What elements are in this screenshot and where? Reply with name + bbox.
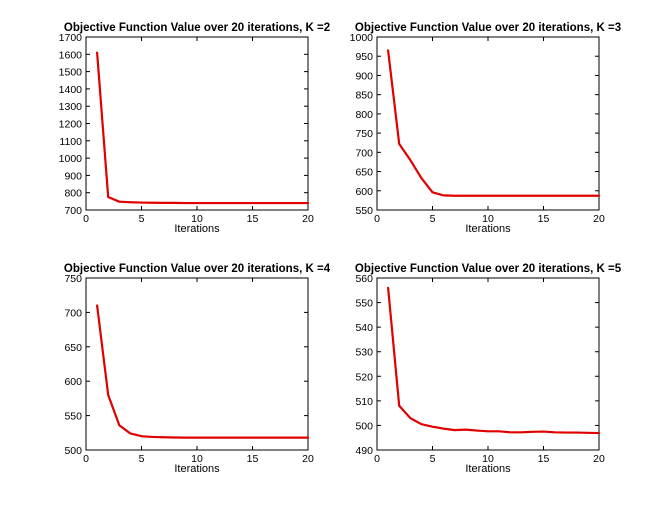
- series-line-1: [95, 51, 310, 205]
- plot-frame: [376, 277, 600, 451]
- y-tick-label: 1600: [59, 49, 83, 61]
- y-tick-label: 700: [64, 307, 82, 319]
- subplot-4: Objective Function Value over 20 iterati…: [355, 263, 622, 475]
- y-tick-label: 540: [355, 322, 373, 334]
- y-tick-label: 650: [64, 342, 82, 354]
- x-tick-label: 0: [83, 453, 89, 465]
- x-tick-label: 5: [139, 453, 145, 465]
- y-tick-label: 800: [355, 109, 373, 121]
- y-tick-label: 1200: [59, 119, 83, 131]
- y-tick-label: 600: [64, 376, 82, 388]
- x-axis-label: Iterations: [465, 463, 511, 475]
- y-tick-label: 1000: [350, 32, 374, 44]
- x-tick-label: 20: [593, 453, 605, 465]
- y-tick-label: 500: [64, 445, 82, 457]
- y-tick-label: 650: [355, 167, 373, 179]
- y-tick-label: 550: [355, 298, 373, 310]
- y-tick-label: 560: [355, 273, 373, 285]
- chart-title: Objective Function Value over 20 iterati…: [355, 263, 622, 275]
- y-tick-label: 600: [355, 186, 373, 198]
- x-tick-label: 5: [430, 453, 436, 465]
- y-tick-label: 850: [355, 90, 373, 102]
- plot-frame: [376, 36, 600, 211]
- y-tick-label: 900: [355, 70, 373, 82]
- y-tick-label: 550: [355, 205, 373, 217]
- x-tick-label: 10: [191, 213, 203, 225]
- y-tick-label: 950: [355, 51, 373, 63]
- subplot-3: Objective Function Value over 20 iterati…: [64, 263, 331, 475]
- series-line-1: [95, 304, 310, 439]
- x-tick-label: 10: [191, 453, 203, 465]
- y-tick-label: 700: [355, 147, 373, 159]
- x-tick-label: 20: [302, 213, 314, 225]
- series-line-1: [387, 286, 601, 435]
- chart-title: Objective Function Value over 20 iterati…: [355, 22, 621, 34]
- x-axis-label: Iterations: [174, 463, 220, 475]
- y-tick-label: 1400: [59, 84, 83, 96]
- subplot-1: Objective Function Value over 20 iterati…: [59, 22, 330, 235]
- y-tick-label: 900: [64, 170, 82, 182]
- x-tick-label: 5: [430, 213, 436, 225]
- y-tick-label: 1100: [59, 136, 82, 148]
- y-tick-label: 700: [64, 205, 82, 217]
- x-axis-label: Iterations: [174, 223, 220, 235]
- y-tick-label: 550: [64, 411, 82, 423]
- plot-frame: [85, 36, 309, 211]
- x-tick-label: 10: [482, 213, 494, 225]
- x-tick-label: 15: [247, 213, 259, 225]
- x-tick-label: 0: [374, 453, 380, 465]
- y-tick-label: 1500: [59, 67, 83, 79]
- x-tick-label: 20: [302, 453, 314, 465]
- x-tick-label: 0: [83, 213, 89, 225]
- y-tick-label: 510: [355, 396, 373, 408]
- x-tick-label: 15: [538, 213, 550, 225]
- subplot-2: Objective Function Value over 20 iterati…: [350, 22, 621, 235]
- y-tick-label: 750: [355, 128, 373, 140]
- y-tick-label: 1300: [59, 101, 83, 113]
- y-tick-label: 490: [355, 445, 373, 457]
- y-tick-label: 520: [355, 371, 373, 383]
- chart-title: Objective Function Value over 20 iterati…: [64, 263, 331, 275]
- y-tick-label: 1000: [59, 153, 83, 165]
- x-tick-label: 5: [139, 213, 145, 225]
- y-tick-label: 530: [355, 347, 373, 359]
- x-tick-label: 0: [374, 213, 380, 225]
- chart-title: Objective Function Value over 20 iterati…: [64, 22, 330, 34]
- y-tick-label: 800: [64, 188, 82, 200]
- x-tick-label: 10: [482, 453, 494, 465]
- series-line-1: [387, 49, 601, 197]
- y-tick-label: 1700: [59, 32, 83, 44]
- y-tick-label: 500: [355, 420, 373, 432]
- x-axis-label: Iterations: [465, 223, 511, 235]
- y-tick-label: 750: [64, 273, 82, 285]
- x-tick-label: 15: [247, 453, 259, 465]
- x-tick-label: 20: [593, 213, 605, 225]
- x-tick-label: 15: [538, 453, 550, 465]
